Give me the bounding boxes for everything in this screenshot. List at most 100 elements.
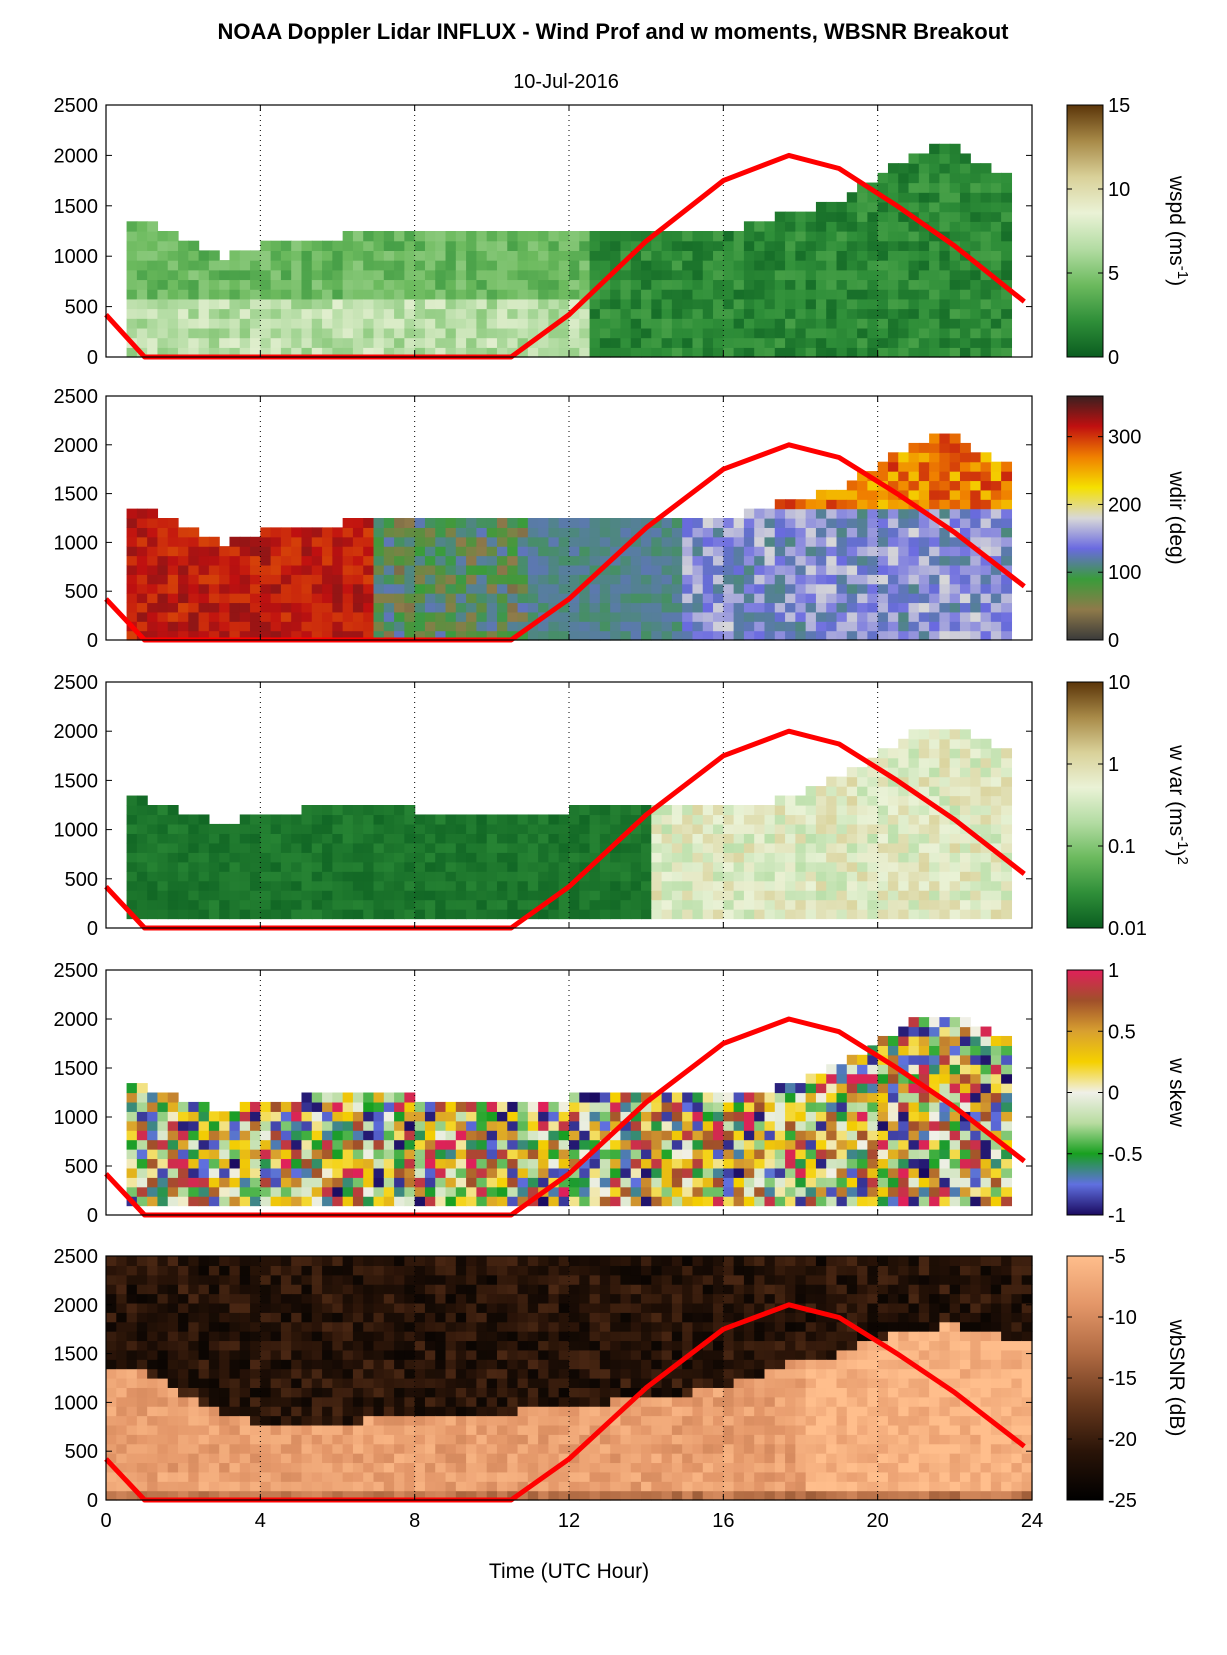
heatmap-cell [147,536,159,547]
heatmap-cell [239,1139,251,1150]
heatmap-cell [692,861,704,872]
heatmap-cell [517,527,529,538]
heatmap-cell [641,269,652,281]
heatmap-cell [610,564,622,575]
heatmap-cell [404,852,416,863]
heatmap-cell [713,298,724,310]
heatmap-cell [826,880,838,891]
heatmap-cell [167,842,179,853]
heatmap-cell [682,555,694,566]
heatmap-cell [836,221,848,232]
heatmap-cell [270,250,282,261]
heatmap-cell [414,536,426,547]
heatmap-cell [805,318,817,329]
heatmap-cell [280,909,292,920]
heatmap-cell [476,602,488,613]
heatmap-cell [589,880,601,891]
heatmap-cell [733,805,745,816]
heatmap-cell [723,823,735,834]
heatmap-cell [630,347,642,358]
heatmap-cell [363,1120,375,1131]
heatmap-cell [167,1101,179,1112]
heatmap-cell [116,1368,128,1379]
heatmap-cell [887,461,899,472]
heatmap-cell [363,1167,375,1178]
heatmap-cell [486,899,498,910]
heatmap-cell [538,842,550,853]
heatmap-cell [332,630,344,641]
heatmap-cell [723,611,735,622]
heatmap-cell [527,861,539,872]
colorbar-tick-label: 0.1 [1108,836,1136,858]
heatmap-cell [733,546,745,557]
heatmap-cell [496,527,508,538]
heatmap-cell [929,143,940,155]
heatmap-cell [260,555,272,566]
y-tick-label: 1500 [54,770,99,792]
heatmap-cell [239,630,251,641]
heatmap-cell [887,318,899,329]
heatmap-cell [764,909,776,920]
heatmap-cell [476,899,488,910]
heatmap-cell [682,574,694,585]
heatmap-cell [342,583,354,594]
heatmap-cell [311,260,323,271]
heatmap-cell [610,269,622,281]
heatmap-cell [949,163,961,174]
heatmap-cell [877,250,889,261]
heatmap-cell [754,1186,766,1197]
heatmap-cell [363,611,375,622]
heatmap-cell [280,871,292,882]
heatmap-cell [538,269,550,281]
heatmap-cell [352,1196,364,1207]
heatmap-cell [702,564,714,575]
heatmap-cell [630,583,642,594]
heatmap-cell [332,347,344,358]
heatmap-cell [363,1111,375,1122]
heatmap-cell [733,574,745,585]
heatmap-cell [990,240,1002,251]
heatmap-cell [579,327,591,339]
heatmap-cell [476,1196,488,1207]
heatmap-cell [815,269,827,281]
heatmap-cell [620,1120,632,1131]
heatmap-cell [167,890,179,901]
heatmap-cell [857,890,868,901]
heatmap-cell [774,250,786,261]
heatmap-cell [363,574,375,585]
heatmap-cell [507,536,519,547]
heatmap-cell [486,852,498,863]
heatmap-cell [908,555,920,566]
heatmap-cell [332,909,344,920]
heatmap-cell [774,583,786,594]
heatmap-cell [754,1092,766,1103]
heatmap-cell [373,546,385,557]
heatmap-cell [301,1092,313,1103]
y-tick-label: 2500 [54,672,99,694]
heatmap-cell [352,1177,364,1188]
heatmap-cell [610,231,622,242]
heatmap-cell [589,1177,601,1188]
heatmap-cell [558,574,570,585]
heatmap-cell [743,318,755,329]
heatmap-cell [167,260,179,271]
heatmap-cell [270,1158,282,1169]
heatmap-cell [723,260,735,271]
heatmap-cell [219,1196,231,1207]
heatmap-cell [692,308,704,319]
heatmap-cell [476,240,488,251]
heatmap-cell [898,182,910,193]
heatmap-cell [713,318,724,329]
heatmap-cell [301,337,313,348]
heatmap-cell [877,1064,889,1075]
heatmap-cell [815,574,827,585]
heatmap-cell [136,593,148,604]
heatmap-cell [455,852,467,863]
heatmap-cell [157,1196,169,1207]
heatmap-cell [939,337,951,348]
heatmap-cell [280,527,292,538]
heatmap-cell [332,583,344,594]
heatmap-cell [157,1130,169,1141]
heatmap-cell [702,1092,714,1103]
heatmap-cell [178,289,189,300]
